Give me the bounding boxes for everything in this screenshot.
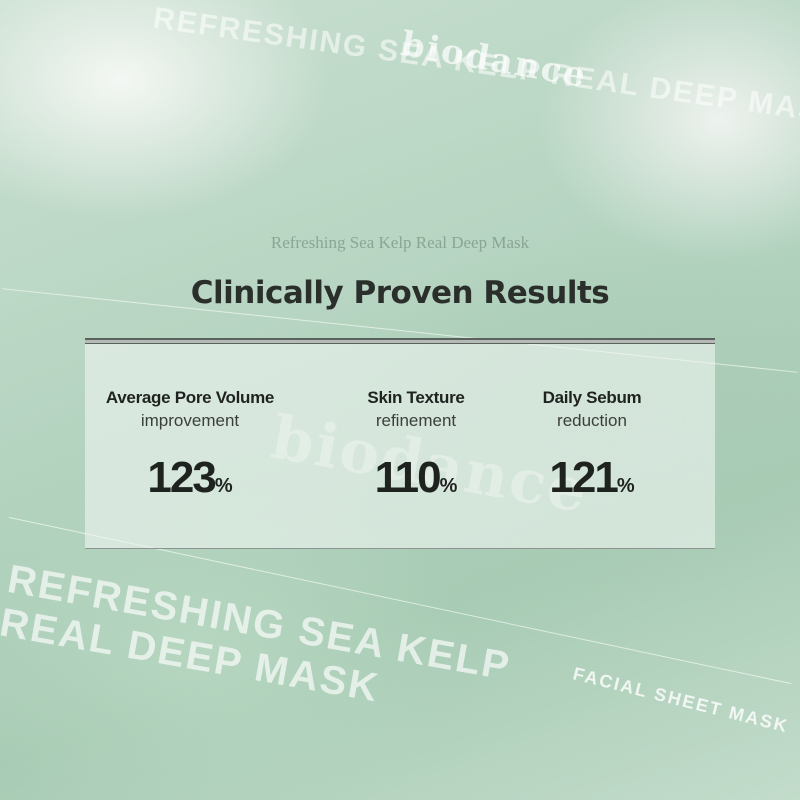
stat-label: Daily Sebum [542,388,642,407]
stat-sublabel: reduction [557,411,627,430]
stat-pore-volume: Average Pore Volume improvement 123% [85,388,295,503]
stat-label: Average Pore Volume [105,388,275,407]
package-text: FACIAL SHEET MASK [570,663,791,737]
stat-value: 110 [374,453,442,502]
stat-sublabel: improvement [140,411,240,430]
stat-sublabel: refinement [375,411,457,430]
stat-label: Skin Texture [367,388,465,407]
stat-unit: % [616,475,635,497]
package-logo: biodance [397,23,591,97]
stat-value: 123 [147,453,216,502]
stat-value: 121 [549,453,618,502]
product-subtitle: Refreshing Sea Kelp Real Deep Mask [270,233,530,252]
results-panel: Average Pore Volume improvement 123% Ski… [85,338,715,549]
page-title: Clinically Proven Results [190,275,610,311]
stat-skin-texture: Skin Texture refinement 110% [311,388,521,503]
stat-unit: % [439,475,458,497]
stat-daily-sebum: Daily Sebum reduction 121% [487,388,697,503]
package-text: REFRESHING SEA KELP REAL DEEP MASK [0,557,514,711]
stat-unit: % [214,475,233,497]
